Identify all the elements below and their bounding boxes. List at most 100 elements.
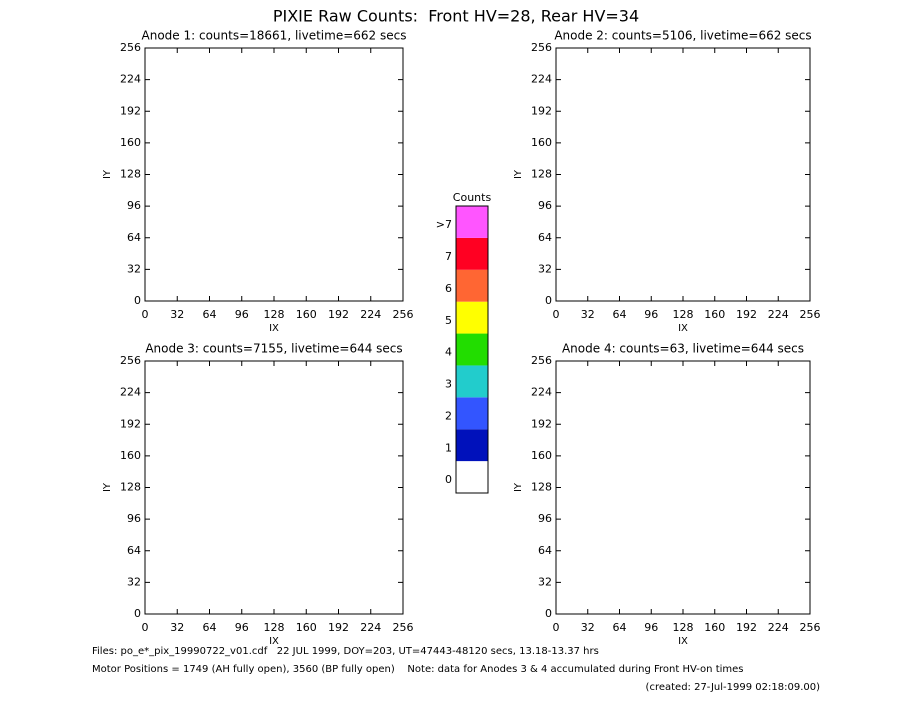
x-tick-label: 256 <box>800 621 821 634</box>
x-tick-label: 64 <box>203 621 217 634</box>
y-tick-label: 192 <box>120 104 141 117</box>
y-tick-label: 0 <box>134 294 141 307</box>
colorbar-label: 4 <box>445 346 452 359</box>
colorbar-label: >7 <box>436 218 452 231</box>
x-tick-label: 32 <box>581 621 595 634</box>
y-tick-label: 64 <box>127 544 141 557</box>
y-tick-label: 0 <box>545 607 552 620</box>
x-tick-label: 32 <box>581 308 595 321</box>
x-axis-label: IX <box>269 636 279 647</box>
x-tick-label: 96 <box>644 621 658 634</box>
y-tick-label: 128 <box>531 481 552 494</box>
colorbar-box <box>456 269 488 302</box>
x-tick-label: 160 <box>704 308 725 321</box>
panel-title: Anode 2: counts=5106, livetime=662 secs <box>554 29 811 43</box>
x-tick-label: 160 <box>704 621 725 634</box>
y-tick-label: 192 <box>531 104 552 117</box>
x-tick-label: 0 <box>142 308 149 321</box>
y-tick-label: 224 <box>531 386 552 399</box>
panel-title: Anode 1: counts=18661, livetime=662 secs <box>142 29 407 43</box>
colorbar-box <box>456 429 488 462</box>
colorbar-label: 3 <box>445 378 452 391</box>
y-tick-label: 128 <box>120 168 141 181</box>
colorbar-title: Counts <box>453 191 492 204</box>
x-tick-label: 192 <box>736 621 757 634</box>
colorbar-label: 7 <box>445 250 452 263</box>
x-axis-label: IX <box>678 636 688 647</box>
colorbar-box <box>456 301 488 334</box>
y-tick-label: 96 <box>538 512 552 525</box>
y-tick-label: 32 <box>538 262 552 275</box>
y-tick-label: 160 <box>120 449 141 462</box>
x-tick-label: 224 <box>360 621 381 634</box>
y-tick-label: 192 <box>531 417 552 430</box>
y-tick-label: 32 <box>127 575 141 588</box>
x-tick-label: 96 <box>644 308 658 321</box>
x-tick-label: 224 <box>768 621 789 634</box>
colorbar-label: 1 <box>445 441 452 454</box>
colorbar-box <box>456 237 488 270</box>
y-axis-label: IY <box>513 482 524 492</box>
x-tick-label: 0 <box>553 308 560 321</box>
page-title: PIXIE Raw Counts: Front HV=28, Rear HV=3… <box>273 7 639 26</box>
y-tick-label: 96 <box>538 199 552 212</box>
y-axis-label: IY <box>102 482 113 492</box>
x-tick-label: 64 <box>613 621 627 634</box>
y-tick-label: 160 <box>531 449 552 462</box>
colorbar-frame <box>455 205 489 494</box>
colorbar-box <box>456 333 488 366</box>
colorbar-label: 6 <box>445 282 452 295</box>
x-axis-label: IX <box>678 323 688 334</box>
y-tick-label: 64 <box>127 231 141 244</box>
x-tick-label: 192 <box>328 621 349 634</box>
y-tick-label: 256 <box>120 354 141 367</box>
y-tick-label: 0 <box>134 607 141 620</box>
x-tick-label: 256 <box>393 308 414 321</box>
y-tick-label: 256 <box>531 354 552 367</box>
x-tick-label: 128 <box>264 308 285 321</box>
y-tick-label: 0 <box>545 294 552 307</box>
colorbar-box <box>456 206 488 238</box>
x-tick-label: 64 <box>613 308 627 321</box>
panel-title: Anode 4: counts=63, livetime=644 secs <box>562 342 804 356</box>
y-tick-label: 160 <box>120 136 141 149</box>
x-tick-label: 0 <box>553 621 560 634</box>
y-tick-label: 192 <box>120 417 141 430</box>
x-tick-label: 160 <box>296 621 317 634</box>
x-tick-label: 32 <box>170 308 184 321</box>
y-tick-label: 96 <box>127 199 141 212</box>
y-axis-label: IY <box>102 169 113 179</box>
panel-title: Anode 3: counts=7155, livetime=644 secs <box>145 342 402 356</box>
x-tick-label: 96 <box>235 308 249 321</box>
x-tick-label: 128 <box>673 621 694 634</box>
y-tick-label: 224 <box>531 73 552 86</box>
y-tick-label: 256 <box>120 41 141 54</box>
colorbar-label: 5 <box>445 314 452 327</box>
y-tick-label: 128 <box>531 168 552 181</box>
y-tick-label: 256 <box>531 41 552 54</box>
x-tick-label: 128 <box>264 621 285 634</box>
x-tick-label: 160 <box>296 308 317 321</box>
colorbar-box <box>456 397 488 430</box>
footer-created: (created: 27-Jul-1999 02:18:09.00) <box>646 682 821 693</box>
y-tick-label: 64 <box>538 544 552 557</box>
footer-motor: Motor Positions = 1749 (AH fully open), … <box>92 664 744 675</box>
x-tick-label: 128 <box>673 308 694 321</box>
x-tick-label: 96 <box>235 621 249 634</box>
x-tick-label: 224 <box>360 308 381 321</box>
y-tick-label: 64 <box>538 231 552 244</box>
y-tick-label: 224 <box>120 73 141 86</box>
y-tick-label: 224 <box>120 386 141 399</box>
x-tick-label: 64 <box>203 308 217 321</box>
y-axis-label: IY <box>513 169 524 179</box>
y-tick-label: 32 <box>538 575 552 588</box>
colorbar-box <box>456 461 488 493</box>
y-tick-label: 96 <box>127 512 141 525</box>
x-tick-label: 256 <box>800 308 821 321</box>
y-tick-label: 160 <box>531 136 552 149</box>
y-tick-label: 32 <box>127 262 141 275</box>
footer-files: Files: po_e*_pix_19990722_v01.cdf 22 JUL… <box>92 646 599 657</box>
colorbar-label: 0 <box>445 473 452 486</box>
x-tick-label: 224 <box>768 308 789 321</box>
